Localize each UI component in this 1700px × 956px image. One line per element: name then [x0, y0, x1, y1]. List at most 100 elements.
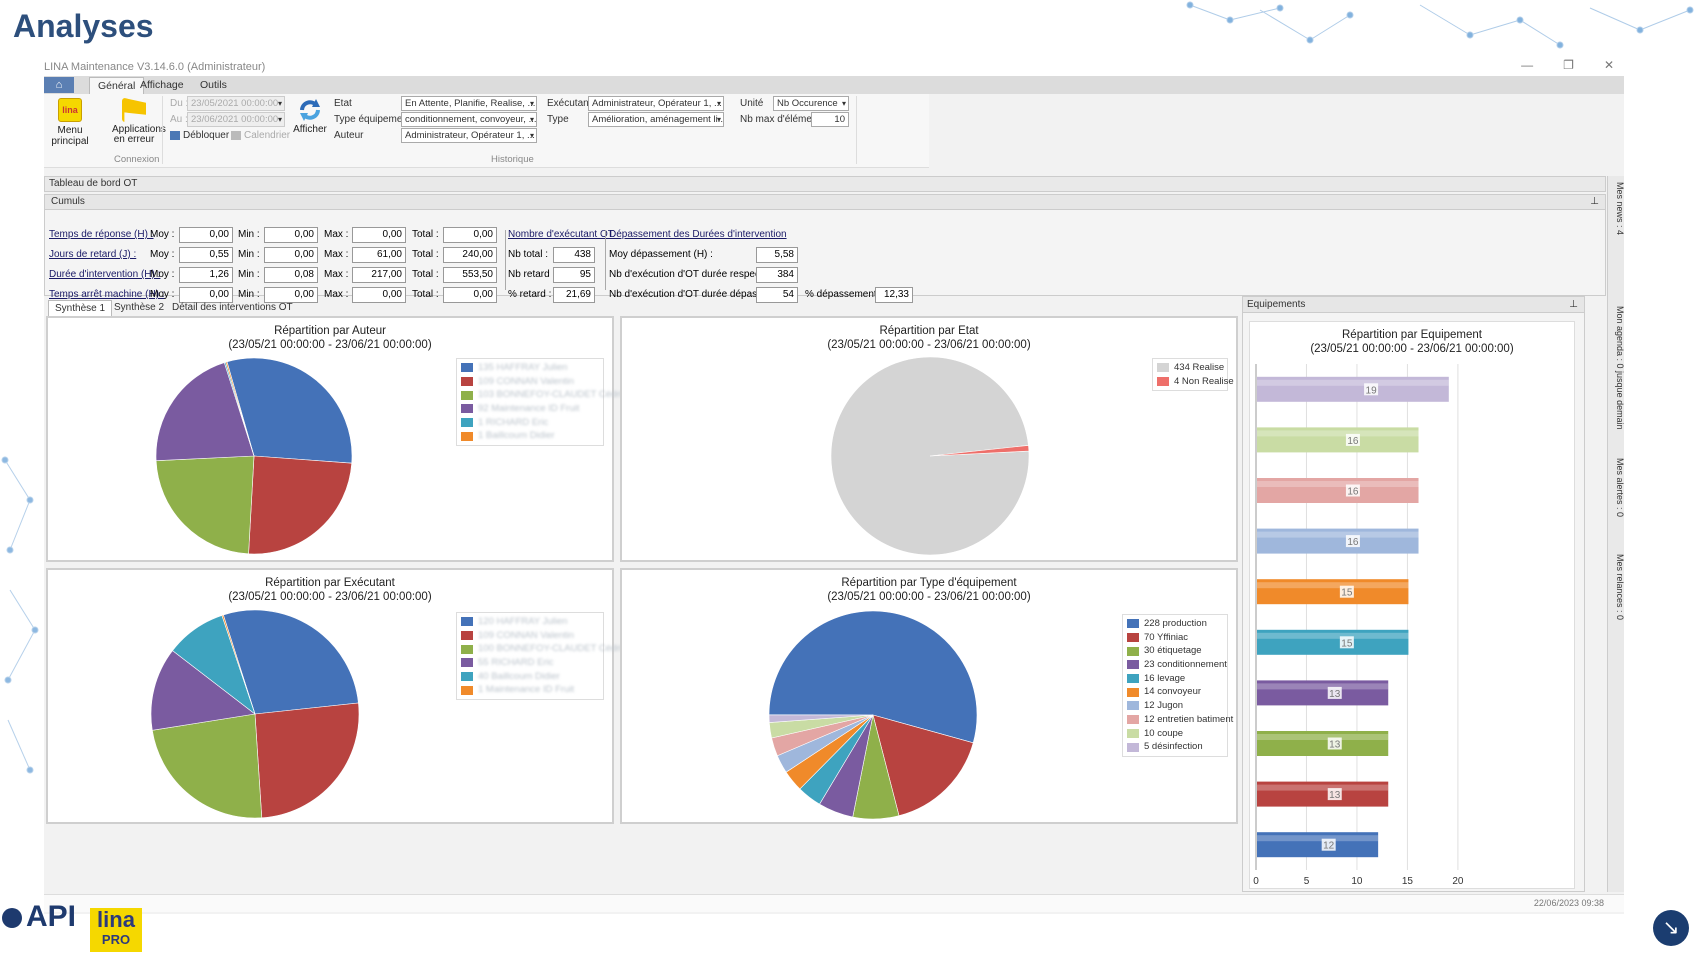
pie-slice[interactable]: [226, 357, 353, 464]
pin-icon[interactable]: ⊥: [1590, 196, 1599, 207]
total-value: 553,50: [443, 267, 497, 283]
date-au-input[interactable]: 23/06/2021 00:00:00 ▾: [187, 112, 285, 127]
app-window: LINA Maintenance V3.14.6.0 (Administrate…: [44, 58, 1625, 914]
pie-slice[interactable]: [248, 455, 353, 555]
bar-label-bg: [1327, 788, 1342, 801]
pie-slice[interactable]: [221, 614, 256, 715]
total-value: 240,00: [443, 247, 497, 263]
pie-slice[interactable]: [225, 361, 255, 457]
type-equipement-select[interactable]: conditionnement, convoyeur, ... ▾: [401, 112, 537, 127]
pie-slice[interactable]: [929, 445, 1030, 457]
cumul-row-label[interactable]: Jours de retard (J) :: [49, 249, 137, 260]
executant-label: Exécutant: [547, 98, 592, 109]
pie-slice[interactable]: [872, 714, 974, 817]
nb-max-input[interactable]: 10: [811, 112, 849, 127]
pie-slice[interactable]: [768, 714, 874, 723]
bar[interactable]: [1257, 427, 1419, 453]
bar[interactable]: [1257, 731, 1389, 756]
legend-item: 109 CONNAN Valentin: [461, 375, 599, 389]
pie-slice[interactable]: [155, 455, 255, 555]
pie-chart: [155, 357, 353, 555]
moy-value: 0,00: [179, 227, 233, 243]
type-select[interactable]: Amélioration, aménagement li... ▾: [588, 112, 724, 127]
cumul-row-label[interactable]: Durée d'intervention (H) :: [49, 269, 161, 280]
sidebar-mon-agenda[interactable]: Mon agenda : 0 jusque demain: [1615, 306, 1625, 430]
pie-slice[interactable]: [254, 702, 360, 819]
bar[interactable]: [1257, 478, 1419, 503]
legend-item: 92 Maintenance ID Fruit: [461, 402, 599, 416]
pie-slice[interactable]: [768, 610, 978, 744]
max-value: 217,00: [352, 267, 406, 283]
unite-label: Unité: [740, 98, 764, 109]
legend-item: 5 désinfection: [1127, 740, 1223, 754]
cumul-row-label[interactable]: Temps arrêt machine (H) :: [49, 289, 165, 300]
bar[interactable]: [1257, 376, 1449, 402]
bar[interactable]: [1257, 579, 1409, 605]
legend-item: 10 coupe: [1127, 727, 1223, 741]
pie-slice[interactable]: [151, 713, 263, 819]
tab-outils[interactable]: Outils: [200, 79, 227, 91]
sidebar-mes-relances[interactable]: Mes relances : 0: [1615, 554, 1625, 621]
sidebar-mes-alertes[interactable]: Mes alertes : 0: [1615, 458, 1625, 518]
legend-label: 12 entretien batiment: [1144, 713, 1234, 725]
unite-select[interactable]: Nb Occurence ▾: [773, 96, 849, 111]
legend-item: 40 Baillcoum Didier: [461, 670, 599, 684]
bar-highlight: [1257, 683, 1389, 690]
applications-en-erreur-button[interactable]: Applications en erreur: [112, 98, 166, 145]
bar-label-bg: [1345, 484, 1360, 497]
legend-swatch: [461, 431, 473, 441]
bar-highlight: [1257, 734, 1389, 740]
legend-swatch: [1127, 715, 1139, 725]
legend-item: 103 BONNEFOY-CLAUDET Cédric: [461, 388, 626, 402]
arrow-down-right-icon[interactable]: ↘: [1653, 910, 1689, 946]
legend-swatch: [461, 631, 473, 641]
dashboard-title: Tableau de bord OT: [44, 176, 1606, 192]
date-du-input[interactable]: 23/05/2021 00:00:00 ▾: [187, 96, 285, 111]
minimize-button[interactable]: —: [1521, 58, 1534, 72]
home-icon[interactable]: ⌂: [44, 77, 74, 93]
min-value: 0,00: [264, 227, 318, 243]
cumul-row-label[interactable]: Temps de réponse (H) :: [49, 229, 154, 240]
bar[interactable]: [1257, 629, 1409, 655]
bar[interactable]: [1257, 680, 1389, 706]
debloquer-button[interactable]: Débloquer: [170, 130, 229, 141]
network-decoration-icon: [1186, 1, 1694, 49]
tab-affichage[interactable]: Affichage: [140, 79, 184, 91]
x-tick-label: 5: [1304, 876, 1310, 887]
auteur-select[interactable]: Administrateur, Opérateur 1, ... ▾: [401, 128, 537, 143]
bar[interactable]: [1257, 832, 1379, 858]
equipements-header: Equipements ⊥: [1243, 297, 1584, 313]
legend-item: 30 étiquetage: [1127, 644, 1223, 658]
sidebar-mes-news[interactable]: Mes news : 4: [1615, 182, 1625, 236]
pin-icon[interactable]: ⊥: [1569, 299, 1578, 310]
tab-synthese-2[interactable]: Synthèse 2: [114, 302, 165, 313]
pie-slice[interactable]: [150, 650, 256, 731]
pie-slice[interactable]: [222, 609, 359, 715]
afficher-button[interactable]: Afficher: [292, 96, 328, 135]
close-button[interactable]: ✕: [1603, 58, 1614, 72]
legend-swatch: [1127, 674, 1139, 684]
legend-swatch: [461, 672, 473, 682]
tab-detail-interventions[interactable]: Détail des interventions OT: [172, 302, 293, 313]
tab-synthese-1[interactable]: Synthèse 1: [48, 300, 113, 316]
tab-general[interactable]: Général: [89, 77, 145, 94]
etat-select[interactable]: En Attente, Planifie, Realise, ... ▾: [401, 96, 537, 111]
legend-swatch: [1127, 728, 1139, 738]
menu-principal-button[interactable]: lina Menu principal: [44, 98, 96, 147]
window-title: LINA Maintenance V3.14.6.0 (Administrate…: [44, 58, 1624, 76]
bar[interactable]: [1257, 781, 1389, 807]
restore-button[interactable]: ❐: [1563, 58, 1574, 72]
bar-value-label: 13: [1329, 689, 1341, 700]
bar[interactable]: [1257, 528, 1419, 554]
legend-label: 109 CONNAN Valentin: [478, 629, 574, 641]
pie-slice[interactable]: [155, 362, 255, 461]
legend-label: 109 CONNAN Valentin: [478, 375, 574, 387]
depassement-link[interactable]: Dépassement des Durées d'intervention: [609, 229, 787, 240]
x-tick-label: 0: [1253, 876, 1259, 887]
calendrier-button[interactable]: Calendrier: [231, 130, 290, 141]
nb-executant-link[interactable]: Nombre d'exécutant OT: [508, 229, 614, 240]
max-value: 61,00: [352, 247, 406, 263]
nb-retard-label: Nb retard :: [508, 269, 556, 280]
executant-select[interactable]: Administrateur, Opérateur 1, ... ▾: [588, 96, 724, 111]
